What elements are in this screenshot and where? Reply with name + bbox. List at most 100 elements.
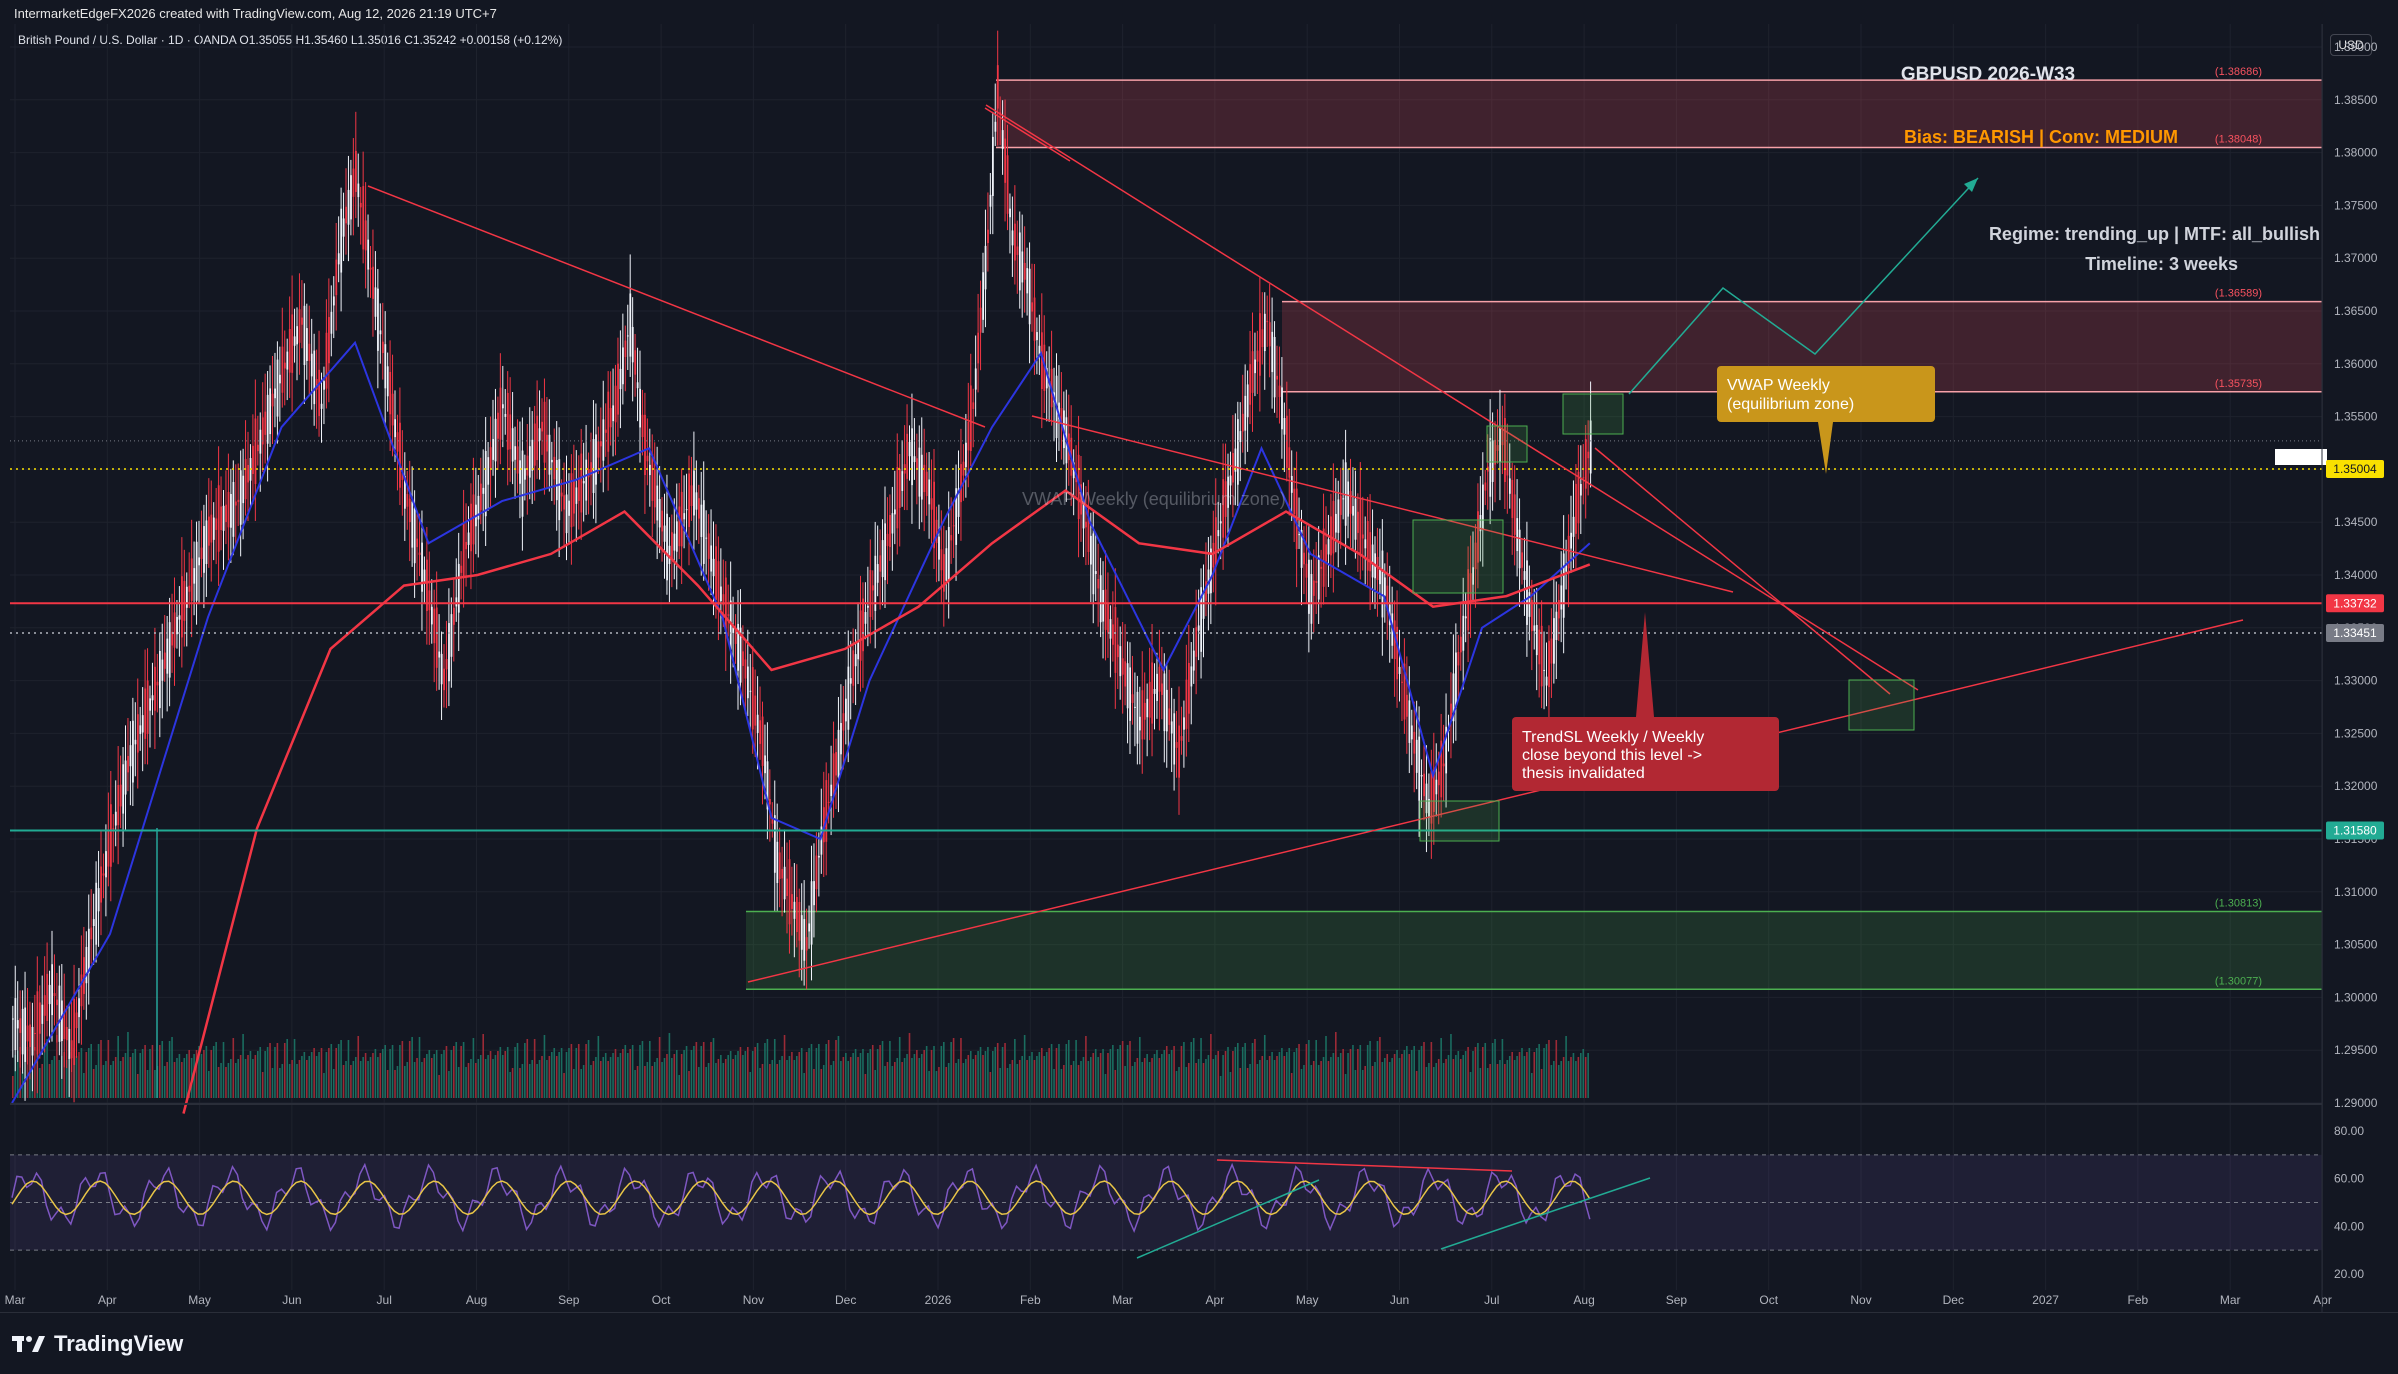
candle-body xyxy=(781,868,784,879)
volume-bar xyxy=(188,1050,190,1098)
volume-bar xyxy=(1090,1057,1092,1098)
candle-body xyxy=(938,536,940,560)
price-chart[interactable]: (1.38686) (1.38048) (1.36589) (1.35735) (1.3… xyxy=(0,0,2398,1312)
volume-bar xyxy=(1354,1070,1357,1098)
candle-body xyxy=(898,468,901,508)
volume-bar xyxy=(1072,1061,1075,1098)
candle-body xyxy=(1202,592,1205,619)
candle-body xyxy=(394,419,396,438)
candle-body xyxy=(1023,262,1026,280)
volume-bar xyxy=(16,1051,19,1098)
candle-body xyxy=(1148,681,1151,718)
candle-body xyxy=(269,388,272,435)
candle-body xyxy=(1185,679,1188,729)
volume-bar xyxy=(168,1041,171,1098)
candle-body xyxy=(690,485,693,507)
volume-bar xyxy=(70,1052,73,1098)
volume-bar xyxy=(972,1059,974,1098)
volume-bar xyxy=(519,1068,521,1098)
candle-body xyxy=(1241,413,1244,432)
candle-body xyxy=(1474,542,1477,570)
candle-body xyxy=(1139,716,1141,731)
volume-bar xyxy=(1572,1053,1575,1098)
volume-bar xyxy=(810,1044,813,1098)
volume-bar xyxy=(717,1059,720,1098)
candle-body xyxy=(531,439,534,471)
candle-body xyxy=(810,881,813,945)
candle-body xyxy=(342,218,345,237)
candle-body xyxy=(977,332,980,364)
candle-body xyxy=(1435,779,1438,795)
candle-body xyxy=(34,1032,36,1034)
candle-body xyxy=(1445,726,1448,774)
candle-body xyxy=(896,467,899,529)
candle-body xyxy=(987,229,989,243)
rsi-tick-label: 20.00 xyxy=(2334,1267,2364,1281)
candle-body xyxy=(26,1025,29,1042)
volume-bar xyxy=(1518,1052,1521,1098)
candle-body xyxy=(68,1028,71,1059)
volume-bar xyxy=(472,1038,475,1098)
candle-body xyxy=(276,359,279,417)
volume-bar xyxy=(183,1058,186,1098)
volume-bar xyxy=(332,1069,335,1098)
candle-body xyxy=(303,305,306,366)
candle-body xyxy=(1014,223,1016,261)
x-tick-label: Nov xyxy=(1850,1293,1871,1307)
candle-body xyxy=(793,901,796,919)
volume-bar xyxy=(1018,1060,1021,1098)
candle-body xyxy=(364,220,367,251)
volume-bar xyxy=(749,1072,752,1098)
candle-body xyxy=(1570,532,1572,549)
volume-bar xyxy=(791,1052,793,1098)
candle-body xyxy=(1146,698,1149,718)
x-tick-label: 2027 xyxy=(2032,1293,2059,1307)
candle-body xyxy=(1437,771,1440,786)
candle-body xyxy=(1045,367,1048,389)
volume-bar xyxy=(1494,1039,1496,1098)
candle-body xyxy=(649,464,651,476)
candle-body xyxy=(766,761,769,810)
volume-bar xyxy=(1310,1065,1313,1098)
candle-body xyxy=(1567,535,1570,569)
trend-line xyxy=(1031,415,1734,593)
candle-body xyxy=(1410,725,1413,740)
volume-bar xyxy=(778,1060,781,1098)
volume-bar xyxy=(771,1060,774,1098)
currency-button[interactable]: USD xyxy=(2330,34,2372,56)
candle-body xyxy=(960,464,962,503)
volume-bar xyxy=(1222,1055,1224,1098)
candle-body xyxy=(840,723,842,755)
volume-bar xyxy=(859,1053,862,1098)
candle-body xyxy=(1540,625,1543,687)
candle-body xyxy=(1572,516,1575,537)
symbol-ohlc-legend[interactable]: British Pound / U.S. Dollar · 1D · OANDA… xyxy=(18,33,563,47)
volume-bar xyxy=(80,1048,83,1098)
candle-body xyxy=(928,479,931,505)
candle-body xyxy=(460,565,463,573)
level-tag-label: 1.33732 xyxy=(2333,596,2377,610)
volume-bar xyxy=(1420,1046,1423,1098)
volume-bar xyxy=(1349,1049,1352,1098)
volume-bar xyxy=(808,1048,810,1098)
volume-bar xyxy=(504,1051,507,1098)
x-tick-label: Oct xyxy=(652,1293,671,1307)
vwap-callout-box xyxy=(1717,366,1935,422)
volume-bar xyxy=(141,1049,144,1098)
tradingview-brand[interactable]: TradingView xyxy=(12,1331,183,1357)
candle-body xyxy=(36,991,39,1055)
candle-body xyxy=(516,446,519,474)
volume-bar xyxy=(945,1067,948,1098)
volume-bar xyxy=(722,1063,725,1098)
candle-body xyxy=(404,475,406,509)
projection-arrow xyxy=(1628,177,1979,395)
y-tick-label: 1.34500 xyxy=(2334,515,2378,529)
volume-bar xyxy=(548,1056,551,1098)
candle-body xyxy=(1347,481,1350,517)
candle-body xyxy=(712,558,715,577)
candle-body xyxy=(450,614,453,657)
volume-bar xyxy=(982,1055,984,1098)
candle-body xyxy=(1085,521,1087,528)
candle-body xyxy=(1121,658,1124,675)
top-bar: IntermarketEdgeFX2026 created with Tradi… xyxy=(0,0,2398,24)
